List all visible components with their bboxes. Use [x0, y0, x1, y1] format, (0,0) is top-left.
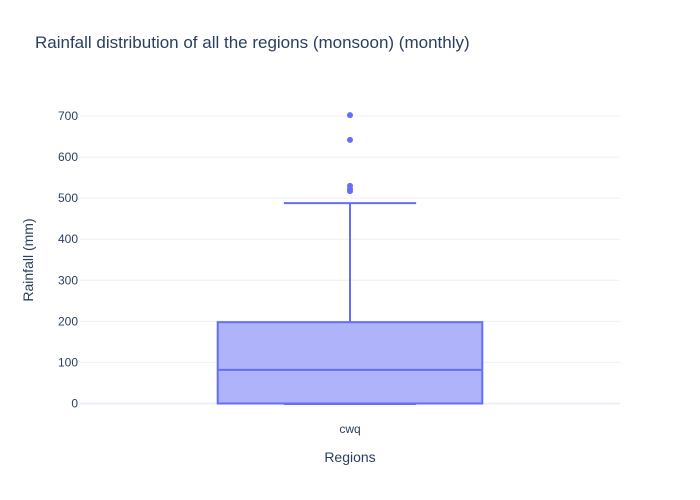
y-tick-label-300: 300 [58, 273, 78, 287]
y-tick-label-100: 100 [58, 355, 78, 369]
y-tick-label-200: 200 [58, 314, 78, 328]
x-tick-label: cwq [339, 422, 360, 436]
y-tick-label-0: 0 [71, 397, 78, 411]
outlier-point[interactable] [347, 182, 353, 189]
y-tick-label-600: 600 [58, 150, 78, 164]
chart-title: Rainfall distribution of all the regions… [35, 33, 470, 52]
y-tick-label-700: 700 [58, 109, 78, 123]
outlier-point[interactable] [347, 136, 353, 143]
x-axis-title: Regions [324, 449, 375, 465]
outlier-point[interactable] [347, 112, 353, 119]
y-tick-label-500: 500 [58, 191, 78, 205]
y-tick-labels: 0 100 200 300 400 500 600 700 [58, 109, 78, 411]
y-axis-title: Rainfall (mm) [20, 218, 36, 301]
x-tick-labels: cwq [339, 422, 360, 436]
box-iqr[interactable] [216, 321, 484, 405]
y-tick-label-400: 400 [58, 232, 78, 246]
box-trace [216, 112, 484, 405]
